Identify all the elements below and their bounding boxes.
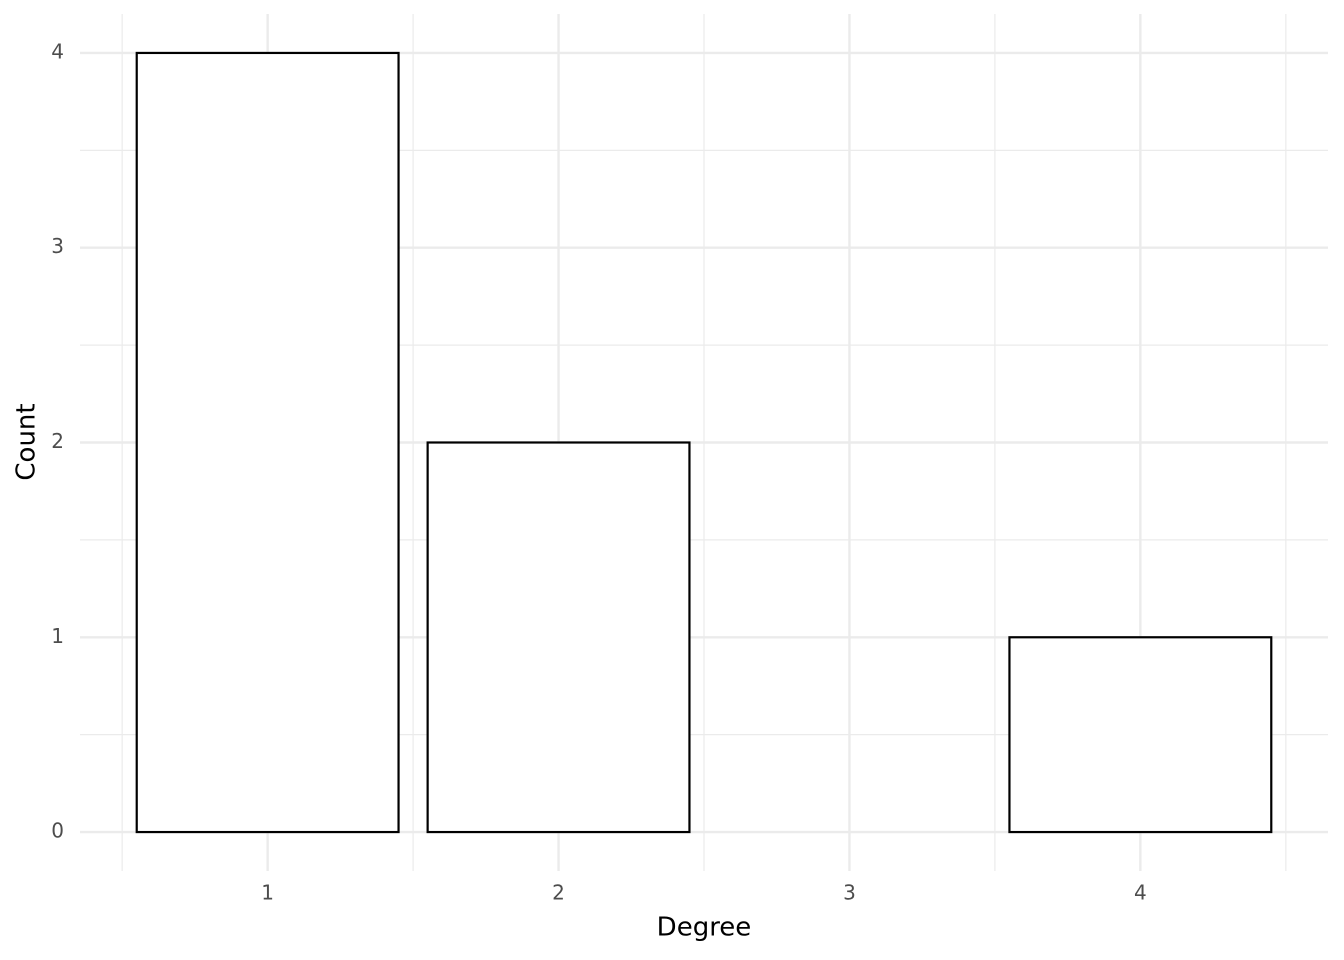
y-tick-label: 3 — [51, 234, 64, 258]
x-tick-label: 3 — [843, 881, 856, 905]
x-tick-label: 4 — [1134, 881, 1147, 905]
y-axis-title: Count — [12, 403, 42, 480]
y-tick-label: 1 — [51, 624, 64, 648]
y-tick-label: 4 — [51, 39, 64, 63]
y-tick-label: 0 — [51, 819, 64, 843]
x-tick-label: 1 — [261, 881, 274, 905]
bar — [1008, 636, 1273, 834]
bar — [135, 51, 400, 834]
bar — [426, 441, 691, 834]
x-tick-label: 2 — [552, 881, 565, 905]
x-axis-title: Degree — [657, 913, 752, 943]
y-tick-label: 2 — [51, 429, 64, 453]
